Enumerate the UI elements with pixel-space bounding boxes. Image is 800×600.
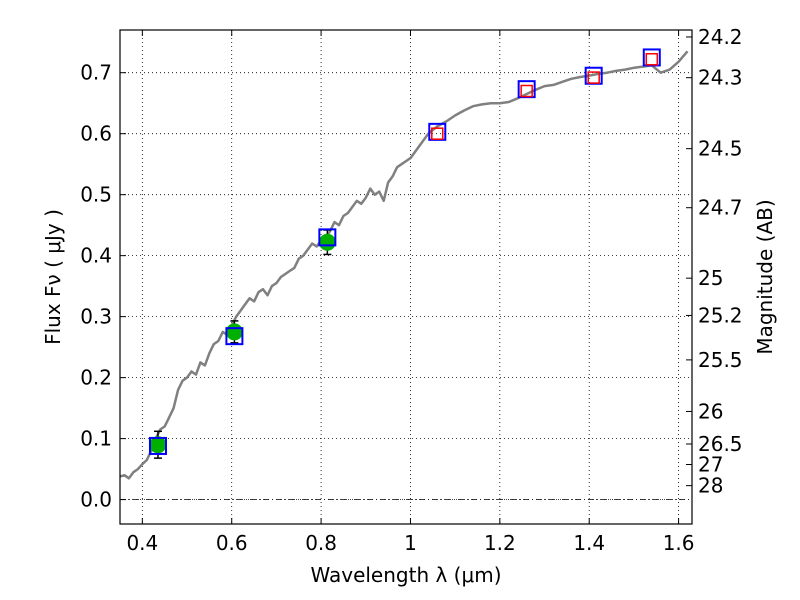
right-tick-label: 24.5: [698, 137, 743, 161]
y-tick-label: 0.5: [80, 183, 112, 207]
right-tick-label: 28: [698, 474, 723, 498]
upper-limit-square: [520, 84, 533, 98]
y-tick-label: 0.3: [80, 305, 112, 329]
model-flux-square: [318, 228, 337, 247]
y-axis: 0.0 0.1 0.2 0.3 0.4 0.5 0.6 0.7: [80, 61, 126, 512]
y-tick-label: 0.7: [80, 61, 112, 85]
x-axis-label: Wavelength λ (μm): [310, 563, 501, 587]
x-tick-label: 1: [404, 531, 417, 555]
photometry-point: [225, 323, 243, 341]
model-flux-square: [225, 327, 244, 346]
y-tick-label: 0.2: [80, 366, 112, 390]
x-tick-label: 1.2: [484, 531, 516, 555]
right-tick-label: 24.7: [698, 196, 743, 220]
right-tick-label: 25.2: [698, 303, 743, 327]
y-tick-label: 0.1: [80, 427, 112, 451]
x-tick-label: 0.4: [126, 531, 158, 555]
y-axis-label: Flux Fν ( μJy ): [41, 209, 65, 345]
right-axis-label: Magnitude (AB): [753, 199, 777, 354]
right-tick-label: 24.2: [698, 25, 743, 49]
plot-area: [119, 48, 689, 480]
right-tick-label: 26.5: [698, 432, 743, 456]
model-flux-square: [148, 436, 167, 455]
y-tick-label: 0.0: [80, 488, 112, 512]
upper-limit-square: [431, 127, 444, 140]
right-tick-label: 27: [698, 453, 723, 477]
x-tick-label: 0.8: [305, 531, 337, 555]
photometry-point: [149, 436, 167, 454]
y-tick-label: 0.6: [80, 122, 112, 146]
upper-limit-square: [587, 71, 600, 84]
x-tick-label: 1.4: [573, 531, 605, 555]
y-tick-label: 0.4: [80, 244, 112, 268]
upper-limit-square: [645, 53, 659, 66]
spectrum-line: [119, 50, 689, 480]
right-tick-label: 25: [698, 266, 723, 290]
right-tick-label: 25.5: [698, 348, 743, 372]
x-axis: 0.4 0.6 0.8 1 1.2 1.4 1.6: [126, 30, 695, 555]
plot-frame: [119, 29, 693, 525]
x-tick-label: 1.6: [663, 531, 695, 555]
x-tick-label: 0.6: [216, 531, 248, 555]
right-tick-label: 26: [698, 399, 723, 423]
right-tick-label: 24.3: [698, 66, 743, 90]
photometry-point: [318, 233, 336, 251]
